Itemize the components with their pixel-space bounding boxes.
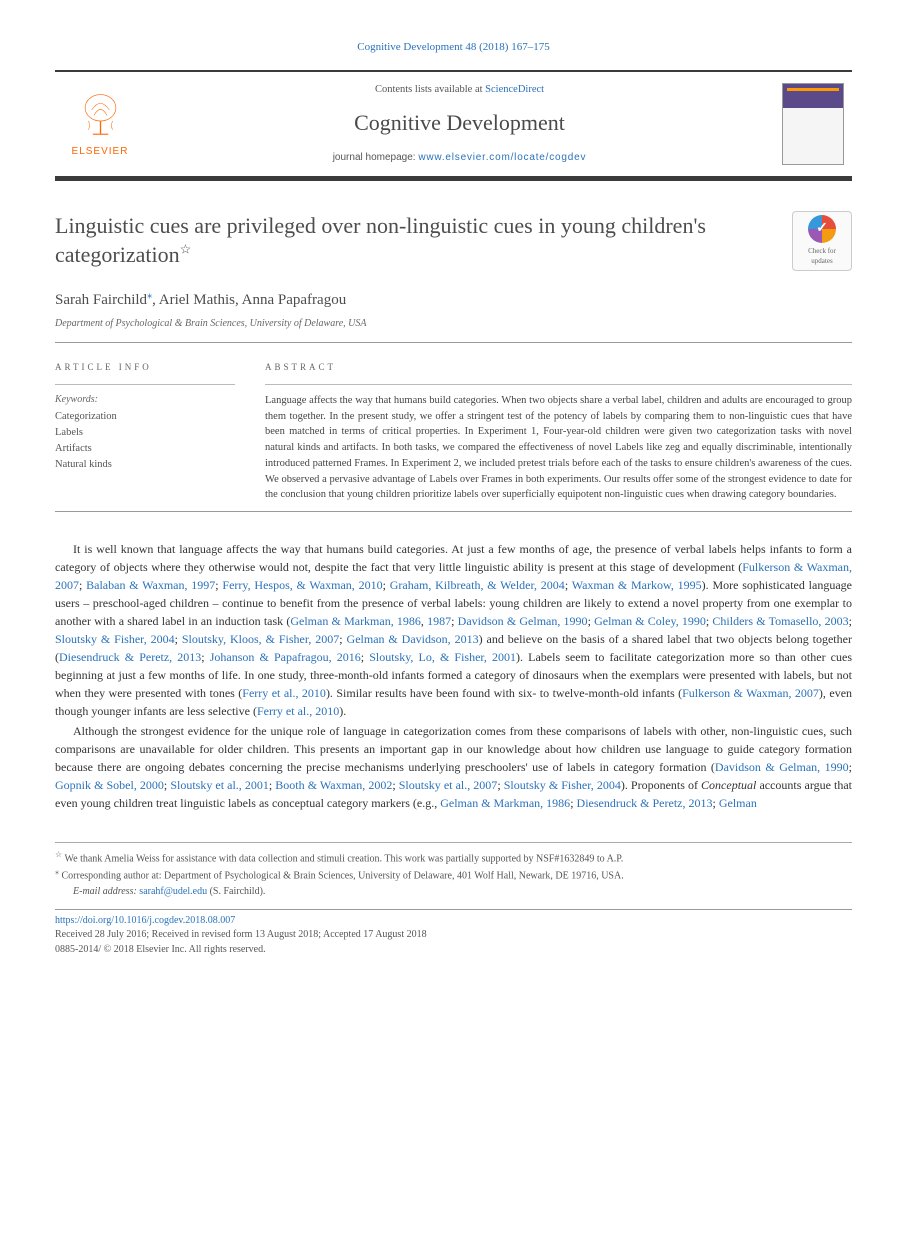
keyword-3: Artifacts <box>55 441 235 457</box>
citation[interactable]: Johanson & Papafragou, 2016 <box>210 650 361 664</box>
divider-mid <box>55 511 852 512</box>
info-y-abstract-row: ARTICLE INFO Keywords: Categorization La… <box>55 361 852 503</box>
abstract-col: ABSTRACT Language affects the way that h… <box>265 361 852 503</box>
publisher-logo[interactable]: ELSEVIER <box>55 72 145 176</box>
italic-term: Conceptual <box>701 778 756 792</box>
journal-header: ELSEVIER Contents lists available at Sci… <box>55 70 852 181</box>
paragraph-1: It is well known that language affects t… <box>55 540 852 720</box>
article-title: Linguistic cues are privileged over non-… <box>55 211 772 270</box>
doi-link[interactable]: https://doi.org/10.1016/j.cogdev.2018.08… <box>55 914 852 929</box>
citation[interactable]: Sloutsky et al., 2001 <box>170 778 269 792</box>
citation[interactable]: Waxman & Markow, 1995 <box>572 578 702 592</box>
body-text: It is well known that language affects t… <box>55 540 852 812</box>
email-label: E-mail address: <box>73 886 139 897</box>
footer-divider <box>55 909 852 910</box>
title-row: Linguistic cues are privileged over non-… <box>55 211 852 271</box>
citation[interactable]: Fulkerson & Waxman, 2007 <box>682 686 819 700</box>
elsevier-tree-icon <box>73 88 128 143</box>
citation[interactable]: Davidson & Gelman, 1990 <box>715 760 849 774</box>
author-1[interactable]: Sarah Fairchild <box>55 292 147 308</box>
contents-available: Contents lists available at ScienceDirec… <box>375 82 544 97</box>
citation[interactable]: Ferry et al., 2010 <box>257 704 339 718</box>
paragraph-2: Although the strongest evidence for the … <box>55 722 852 812</box>
divider-top <box>55 342 852 343</box>
keyword-2: Labels <box>55 425 235 441</box>
citation[interactable]: Balaban & Waxman, 1997 <box>86 578 215 592</box>
homepage-link[interactable]: www.elsevier.com/locate/cogdev <box>418 152 586 163</box>
journal-reference: Cognitive Development 48 (2018) 167–175 <box>55 40 852 56</box>
article-info-heading: ARTICLE INFO <box>55 361 235 374</box>
citation[interactable]: Childers & Tomasello, 2003 <box>712 614 848 628</box>
journal-cover-thumb[interactable] <box>774 72 852 176</box>
citation[interactable]: Sloutsky et al., 2007 <box>399 778 498 792</box>
citation[interactable]: Sloutsky & Fisher, 2004 <box>55 632 175 646</box>
homepage-prefix: journal homepage: <box>333 152 419 163</box>
article-info-col: ARTICLE INFO Keywords: Categorization La… <box>55 361 235 503</box>
citation[interactable]: Sloutsky & Fisher, 2004 <box>504 778 621 792</box>
crossmark-icon <box>808 215 836 243</box>
citation[interactable]: 1987 <box>427 614 451 628</box>
sciencedirect-link[interactable]: ScienceDirect <box>485 84 544 95</box>
citation[interactable]: Davidson & Gelman, 1990 <box>458 614 588 628</box>
citation[interactable]: Diesendruck & Peretz, 2013 <box>59 650 201 664</box>
check-updates-badge[interactable]: Check for updates <box>792 211 852 271</box>
footnote-1: ☆ We thank Amelia Weiss for assistance w… <box>55 849 852 866</box>
citation[interactable]: Gelman & Markman, 1986 <box>290 614 421 628</box>
citation[interactable]: Gopnik & Sobel, 2000 <box>55 778 164 792</box>
keywords-label: Keywords: <box>55 393 235 408</box>
author-list: Sarah Fairchild⁎, Ariel Mathis, Anna Pap… <box>55 289 852 312</box>
header-center: Contents lists available at ScienceDirec… <box>145 72 774 176</box>
citation[interactable]: Diesendruck & Peretz, 2013 <box>577 796 713 810</box>
abstract-text: Language affects the way that humans bui… <box>265 393 852 503</box>
check-updates-line1: Check for <box>808 246 836 256</box>
footer-dates: Received 28 July 2016; Received in revis… <box>55 928 852 943</box>
citation[interactable]: Gelman & Markman, 1986 <box>440 796 570 810</box>
check-updates-line2: updates <box>811 256 832 266</box>
citation[interactable]: Booth & Waxman, 2002 <box>275 778 392 792</box>
title-text: Linguistic cues are privileged over non-… <box>55 213 706 268</box>
issn-copyright: 0885-2014/ © 2018 Elsevier Inc. All righ… <box>55 943 852 958</box>
citation[interactable]: Gelman & Davidson, 2013 <box>347 632 479 646</box>
keyword-4: Natural kinds <box>55 457 235 473</box>
abstract-heading: ABSTRACT <box>265 361 852 374</box>
journal-homepage: journal homepage: www.elsevier.com/locat… <box>333 151 587 166</box>
citation[interactable]: Ferry, Hespos, & Waxman, 2010 <box>222 578 382 592</box>
contents-prefix: Contents lists available at <box>375 84 485 95</box>
citation[interactable]: Sloutsky, Lo, & Fisher, 2001 <box>369 650 516 664</box>
affiliation: Department of Psychological & Brain Scie… <box>55 317 852 332</box>
journal-name: Cognitive Development <box>354 107 565 139</box>
email-link[interactable]: sarahf@udel.edu <box>139 886 207 897</box>
footnote-2: ⁎ Corresponding author at: Department of… <box>55 866 852 883</box>
keyword-1: Categorization <box>55 409 235 425</box>
footnotes: ☆ We thank Amelia Weiss for assistance w… <box>55 842 852 899</box>
citation[interactable]: Gelman & Coley, 1990 <box>594 614 706 628</box>
title-footnote-mark: ☆ <box>180 242 192 257</box>
citation[interactable]: Sloutsky, Kloos, & Fisher, 2007 <box>182 632 339 646</box>
abstract-divider <box>265 384 852 385</box>
publisher-name: ELSEVIER <box>72 145 129 160</box>
authors-rest: , Ariel Mathis, Anna Papafragou <box>152 292 346 308</box>
citation[interactable]: Ferry et al., 2010 <box>242 686 326 700</box>
info-divider <box>55 384 235 385</box>
cover-image <box>782 83 844 165</box>
citation[interactable]: Graham, Kilbreath, & Welder, 2004 <box>390 578 565 592</box>
citation[interactable]: Gelman <box>719 796 757 810</box>
footnote-email: E-mail address: sarahf@udel.edu (S. Fair… <box>55 884 852 899</box>
